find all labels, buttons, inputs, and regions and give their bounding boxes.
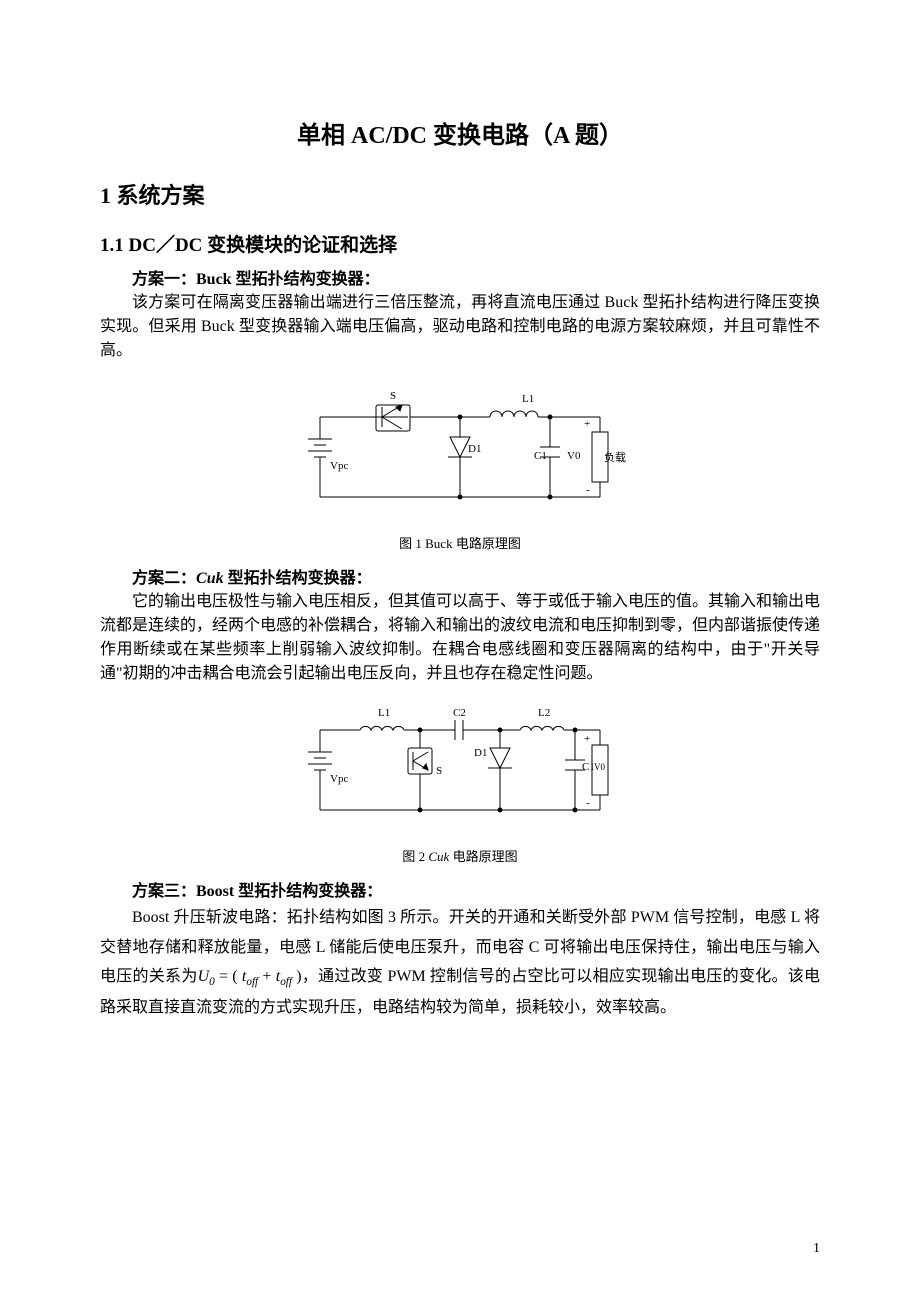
page-number: 1 (813, 1241, 820, 1257)
fig2-label-c1: C1 (582, 761, 595, 773)
section-1-heading: 1 系统方案 (100, 178, 820, 210)
option-1-heading: 方案一：Buck 型拓扑结构变换器： (100, 265, 820, 289)
opt3-u: U (198, 968, 210, 985)
figure-2-svg: L1 C2 L2 Vpc S D1 C1 V0 + - (290, 700, 630, 840)
opt2-suffix: 型拓扑结构变换器： (224, 570, 372, 587)
fig2-label-d1: D1 (474, 747, 487, 759)
fig1-label-vpc: Vpc (330, 460, 348, 472)
fig2-label-vpc: Vpc (330, 773, 348, 785)
fig1-label-l1: L1 (522, 393, 534, 405)
fig2-label-v0: V0 (594, 762, 605, 772)
opt3-plus: + (258, 968, 276, 985)
figure-2: L1 C2 L2 Vpc S D1 C1 V0 + - (100, 700, 820, 840)
fig1-label-plus: + (584, 418, 590, 430)
fig2-label-s: S (436, 765, 442, 777)
fig2-label-plus: + (584, 733, 590, 745)
fig2-label-l1: L1 (378, 707, 390, 719)
option-3-text: Boost 升压斩波电路：拓扑结构如图 3 所示。开关的开通和关断受外部 PWM… (100, 903, 820, 1023)
fig1-label-minus: - (586, 484, 590, 496)
page-title: 单相 AC/DC 变换电路（A 题） (100, 115, 820, 150)
opt3-t1-sub: off (246, 976, 258, 988)
fig2-cap-em: Cuk (428, 849, 449, 864)
fig1-label-d1: D1 (468, 443, 481, 455)
fig1-label-s: S (390, 390, 396, 402)
figure-1-caption: 图 1 Buck 电路原理图 (100, 533, 820, 552)
opt3-end: ) (292, 968, 302, 985)
fig2-label-l2: L2 (538, 707, 550, 719)
fig1-label-v0: V0 (567, 450, 581, 462)
fig2-label-c2: C2 (453, 707, 466, 719)
fig1-label-c1: C1 (534, 450, 547, 462)
opt2-prefix: 方案二： (132, 570, 196, 587)
fig2-label-minus: - (586, 797, 590, 809)
section-1-1-heading: 1.1 DC／DC 变换模块的论证和选择 (100, 230, 820, 257)
option-3-heading: 方案三：Boost 型拓扑结构变换器： (100, 877, 820, 901)
opt3-eq: = ( (215, 968, 242, 985)
fig1-label-load: 负载 (604, 450, 626, 464)
figure-1-svg: S Vpc D1 L1 C1 V0 + - 负载 (290, 377, 630, 527)
figure-2-caption: 图 2 Cuk 电路原理图 (100, 846, 820, 865)
opt2-em: Cuk (196, 570, 224, 587)
option-1-text: 该方案可在隔离变压器输出端进行三倍压整流，再将直流电压通过 Buck 型拓扑结构… (100, 291, 820, 363)
figure-1: S Vpc D1 L1 C1 V0 + - 负载 (100, 377, 820, 527)
option-2-heading: 方案二：Cuk 型拓扑结构变换器： (100, 564, 820, 588)
opt3-t2-sub: off (280, 976, 292, 988)
fig2-cap-suffix: 电路原理图 (449, 849, 517, 864)
option-2-text: 它的输出电压极性与输入电压相反，但其值可以高于、等于或低于输入电压的值。其输入和… (100, 590, 820, 686)
fig2-cap-prefix: 图 2 (402, 849, 428, 864)
